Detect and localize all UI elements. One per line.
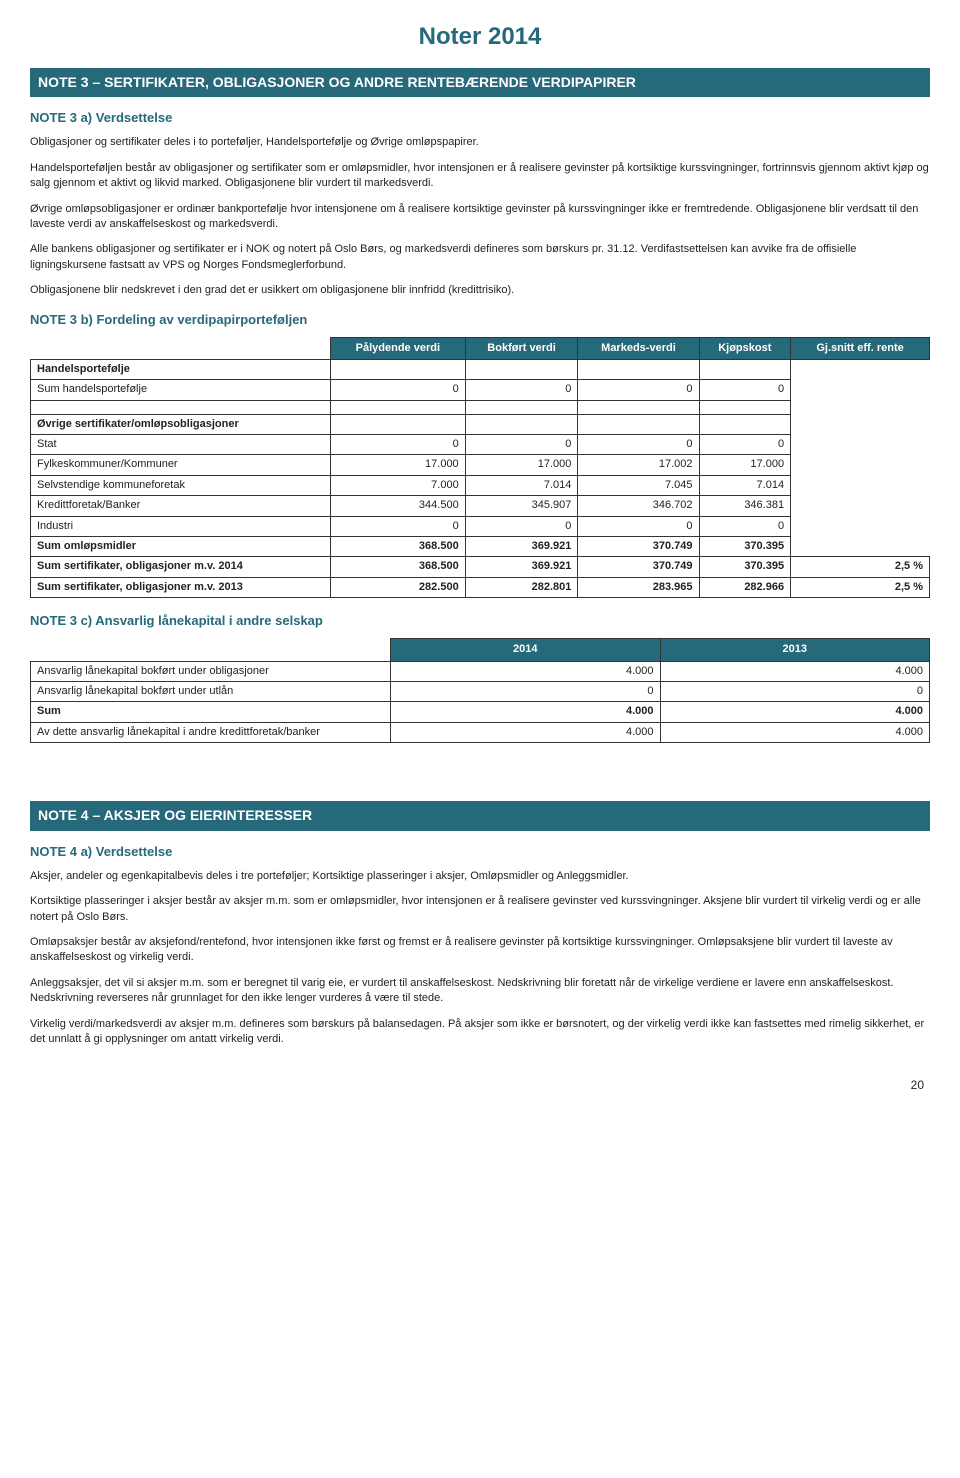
col-markeds: Markeds-verdi — [578, 337, 699, 359]
row-sum: Sum4.0004.000 — [31, 702, 930, 722]
group-handels: Handelsportefølje — [31, 359, 331, 379]
col-palydende: Pålydende verdi — [331, 337, 466, 359]
note3a-heading: NOTE 3 a) Verdsettelse — [30, 109, 930, 127]
col-2014: 2014 — [391, 639, 661, 661]
table-row: Sum handelsportefølje 0 0 0 0 — [31, 380, 930, 400]
table-row: Ansvarlig lånekapital bokført under utlå… — [31, 681, 930, 701]
col-kjopskost: Kjøpskost — [699, 337, 791, 359]
note3a-p2: Handelsporteføljen består av obligasjone… — [30, 161, 930, 192]
row-sum-omlop: Sum omløpsmidler368.500369.921370.749370… — [31, 537, 930, 557]
note3b-table: Pålydende verdi Bokført verdi Markeds-ve… — [30, 337, 930, 598]
note3c-table: 2014 2013 Ansvarlig lånekapital bokført … — [30, 638, 930, 743]
note3-bar: NOTE 3 – SERTIFIKATER, OBLIGASJONER OG A… — [30, 68, 930, 98]
row-sum-2013: Sum sertifikater, obligasjoner m.v. 2013… — [31, 577, 930, 597]
note4a-p4: Anleggsaksjer, det vil si aksjer m.m. so… — [30, 976, 930, 1007]
note4a-p3: Omløpsaksjer består av aksjefond/rentefo… — [30, 935, 930, 966]
page-number: 20 — [30, 1077, 930, 1094]
note4a-p2: Kortsiktige plasseringer i aksjer består… — [30, 894, 930, 925]
table-row: Selvstendige kommuneforetak7.0007.0147.0… — [31, 475, 930, 495]
table-row: Industri0000 — [31, 516, 930, 536]
note4a-p1: Aksjer, andeler og egenkapitalbevis dele… — [30, 869, 930, 884]
note4a-heading: NOTE 4 a) Verdsettelse — [30, 843, 930, 861]
note4-bar: NOTE 4 – AKSJER OG EIERINTERESSER — [30, 801, 930, 831]
note3a-p1: Obligasjoner og sertifikater deles i to … — [30, 135, 930, 150]
note3a-p5: Obligasjonene blir nedskrevet i den grad… — [30, 283, 930, 298]
col-bokfort: Bokført verdi — [465, 337, 578, 359]
note4a-p5: Virkelig verdi/markedsverdi av aksjer m.… — [30, 1017, 930, 1048]
table-row: Stat0000 — [31, 435, 930, 455]
note3b-heading: NOTE 3 b) Fordeling av verdipapirportefø… — [30, 311, 930, 329]
table-row: Kredittforetak/Banker344.500345.907346.7… — [31, 496, 930, 516]
col-rente: Gj.snitt eff. rente — [791, 337, 930, 359]
table-row: Av dette ansvarlig lånekapital i andre k… — [31, 722, 930, 742]
col-2013: 2013 — [660, 639, 930, 661]
group-ovrige: Øvrige sertifikater/omløpsobligasjoner — [31, 414, 331, 434]
table-row: Fylkeskommuner/Kommuner17.00017.00017.00… — [31, 455, 930, 475]
note3c-heading: NOTE 3 c) Ansvarlig lånekapital i andre … — [30, 612, 930, 630]
note3a-p4: Alle bankens obligasjoner og sertifikate… — [30, 242, 930, 273]
note3a-p3: Øvrige omløpsobligasjoner er ordinær ban… — [30, 202, 930, 233]
page-title: Noter 2014 — [30, 20, 930, 54]
row-sum-2014: Sum sertifikater, obligasjoner m.v. 2014… — [31, 557, 930, 577]
table-row: Ansvarlig lånekapital bokført under obli… — [31, 661, 930, 681]
